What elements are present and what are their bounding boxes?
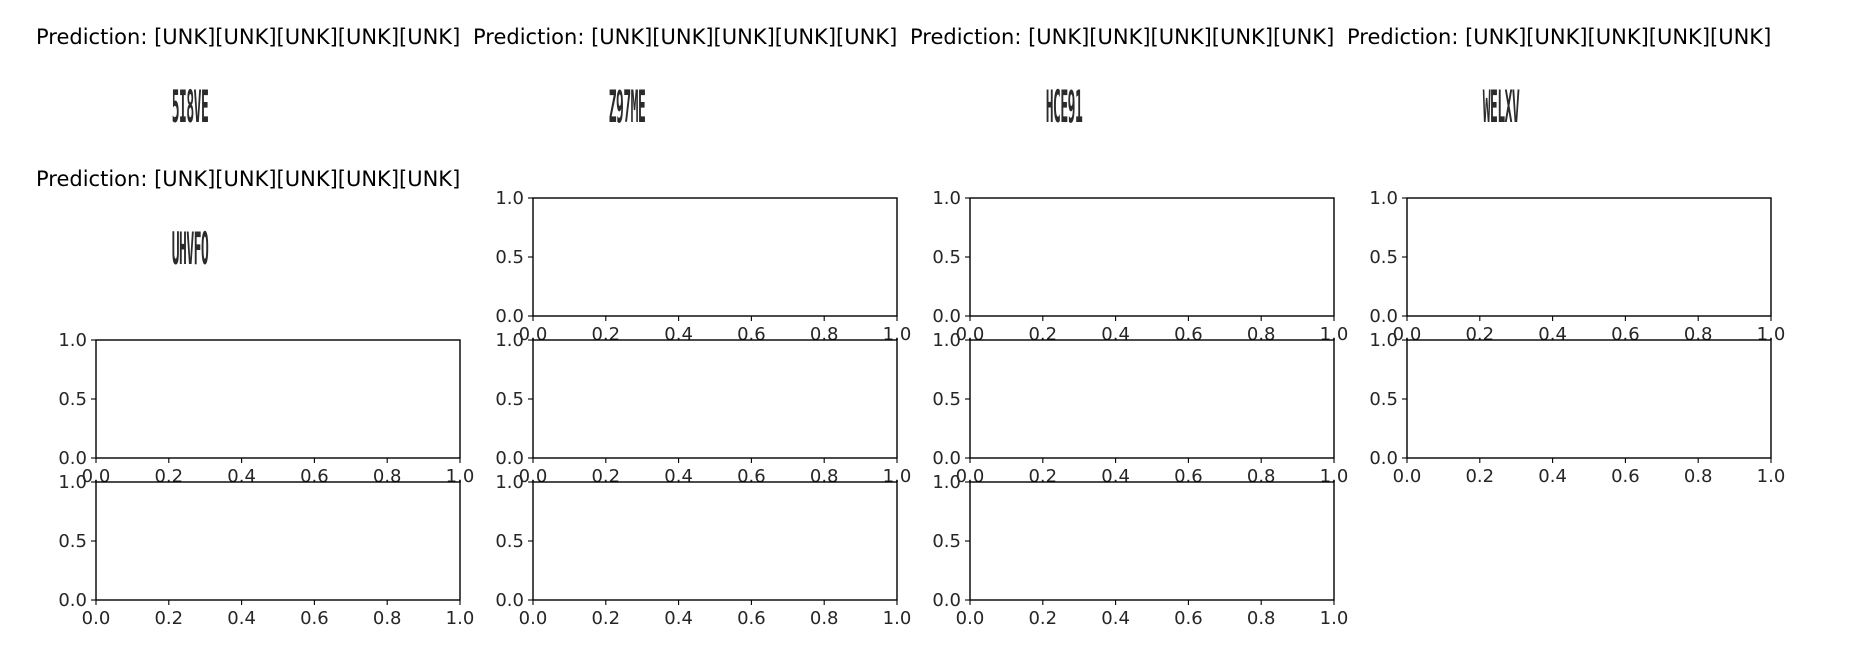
x-tick-label: 0.0 [1393,466,1422,487]
x-tick-label: 1.0 [1757,466,1786,487]
y-tick-label: 0.5 [495,389,524,410]
x-tick-label: 0.0 [82,608,111,629]
subplot-6: 0.0 0.2 0.4 0.6 0.8 1.00.00.51.0 [495,188,911,345]
subplot-9: 0.0 0.2 0.4 0.6 0.8 1.00.00.51.0 [58,330,474,487]
subplot-2: Prediction: [UNK][UNK][UNK][UNK][UNK] Z97… [473,25,897,133]
y-tick-label: 0.5 [932,389,961,410]
y-tick-label: 0.0 [58,590,87,611]
subplot-10: 0.0 0.2 0.4 0.6 0.8 1.00.00.51.0 [495,330,911,487]
x-tick-label: 1.0 [1320,608,1349,629]
y-tick-label: 0.0 [495,590,524,611]
subplot-title: Prediction: [UNK][UNK][UNK][UNK][UNK] [36,25,460,49]
x-tick-label: 1.0 [446,608,475,629]
subplot-3: Prediction: [UNK][UNK][UNK][UNK][UNK] HCE… [910,25,1334,133]
axes-frame [95,481,461,601]
y-tick-label: 0.5 [495,247,524,268]
x-tick-label: 0.2 [1465,466,1494,487]
y-tick-label: 1.0 [932,472,961,493]
subplot-8: 0.0 0.2 0.4 0.6 0.8 1.00.00.51.0 [1369,188,1785,345]
captcha-image: Z97ME [609,81,646,133]
x-tick-label: 0.6 [300,608,329,629]
x-tick-label: 0.6 [1174,608,1203,629]
y-tick-label: 0.0 [495,306,524,327]
subplot-7: 0.0 0.2 0.4 0.6 0.8 1.00.00.51.0 [932,188,1348,345]
subplot-11: 0.0 0.2 0.4 0.6 0.8 1.00.00.51.0 [932,330,1348,487]
subplot-14: 0.0 0.2 0.4 0.6 0.8 1.0 0.0 0.5 1.0 [495,472,911,629]
x-tick-label: 0.8 [810,608,839,629]
x-tick-label: 0.8 [373,608,402,629]
y-tick-label: 0.5 [932,247,961,268]
y-tick-label: 0.0 [932,306,961,327]
captcha-image: UHVFO [172,223,209,275]
y-tick-label: 0.5 [1369,247,1398,268]
subplot-title: Prediction: [UNK][UNK][UNK][UNK][UNK] [36,167,460,191]
y-tick-label: 1.0 [495,472,524,493]
axes-frame [1406,197,1772,317]
y-tick-label: 0.5 [1369,389,1398,410]
axes-frame [969,339,1335,459]
subplot-title: Prediction: [UNK][UNK][UNK][UNK][UNK] [1347,25,1771,49]
subplot-1: Prediction: [UNK][UNK][UNK][UNK][UNK] 5I8… [36,25,460,133]
x-tick-label: 0.0 [956,608,985,629]
y-tick-label: 0.0 [1369,448,1398,469]
y-tick-label: 0.0 [58,448,87,469]
axes-frame [1406,339,1772,459]
x-tick-label: 0.0 [519,608,548,629]
y-tick-label: 0.5 [58,531,87,552]
x-tick-label: 0.4 [664,608,693,629]
axes-frame [969,481,1335,601]
captcha-image: HCE91 [1046,81,1083,133]
axes-frame [532,481,898,601]
subplot-4: Prediction: [UNK][UNK][UNK][UNK][UNK] WEL… [1347,25,1771,133]
subplot-12: 0.0 0.2 0.4 0.6 0.8 1.0 0.0 0.5 1.0 [1369,330,1785,487]
x-tick-label: 0.2 [591,608,620,629]
y-tick-label: 0.0 [495,448,524,469]
x-tick-label: 0.4 [227,608,256,629]
x-tick-label: 0.2 [1028,608,1057,629]
axes-frame [532,339,898,459]
x-tick-label: 0.6 [1611,466,1640,487]
captcha-image: 5I8VE [172,81,209,133]
subplot-15: 0.0 0.2 0.4 0.6 0.8 1.0 0.0 0.5 1.0 [932,472,1348,629]
y-tick-label: 0.0 [932,448,961,469]
y-tick-label: 1.0 [1369,330,1398,351]
y-tick-label: 0.5 [932,531,961,552]
x-tick-label: 0.2 [154,608,183,629]
x-tick-label: 0.4 [1538,466,1567,487]
y-tick-label: 1.0 [1369,188,1398,209]
y-tick-label: 1.0 [932,330,961,351]
y-tick-label: 0.0 [932,590,961,611]
y-tick-label: 1.0 [495,188,524,209]
subplot-13: 0.0 0.2 0.4 0.6 0.8 1.0 0.0 0.5 1.0 [58,472,474,629]
y-tick-label: 0.5 [58,389,87,410]
y-tick-label: 1.0 [495,330,524,351]
subplot-5: Prediction: [UNK][UNK][UNK][UNK][UNK] UHV… [36,167,460,275]
y-tick-label: 1.0 [932,188,961,209]
y-tick-label: 1.0 [58,472,87,493]
y-tick-label: 1.0 [58,330,87,351]
subplot-title: Prediction: [UNK][UNK][UNK][UNK][UNK] [910,25,1334,49]
captcha-image: WELXV [1483,81,1520,133]
x-tick-label: 1.0 [883,608,912,629]
x-tick-label: 0.4 [1101,608,1130,629]
axes-frame [969,197,1335,317]
x-tick-label: 0.8 [1684,466,1713,487]
x-tick-label: 0.8 [1247,608,1276,629]
subplot-title: Prediction: [UNK][UNK][UNK][UNK][UNK] [473,25,897,49]
axes-frame [95,339,461,459]
y-tick-label: 0.5 [495,531,524,552]
y-tick-label: 0.0 [1369,306,1398,327]
x-tick-label: 0.6 [737,608,766,629]
axes-frame [532,197,898,317]
